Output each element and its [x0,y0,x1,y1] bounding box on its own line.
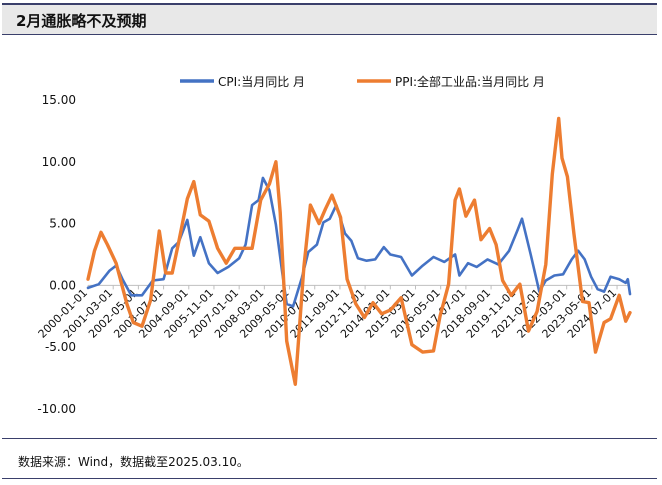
line-chart: CPI:当月同比 月 PPI:全部工业品:当月同比 月 15.00 10.00 5.… [36,74,632,416]
y-tick-label: -10.00 [37,402,76,416]
bottom-rule [2,478,657,479]
source-note: 数据来源：Wind，数据截至2025.03.10。 [18,455,249,469]
chart-area: CPI:当月同比 月 PPI:全部工业品:当月同比 月 15.00 10.00 5.… [2,35,657,439]
legend-label-cpi: CPI:当月同比 月 [218,75,305,89]
legend-label-ppi: PPI:全部工业品:当月同比 月 [395,74,545,89]
ppi-series-line [86,116,632,386]
y-tick-label: -5.00 [45,340,76,354]
cpi-series-line [86,176,632,308]
y-axis: 15.00 10.00 5.00 0.00 -5.00 -10.00 [37,93,76,416]
y-tick-label: 10.00 [42,155,76,169]
legend: CPI:当月同比 月 PPI:全部工业品:当月同比 月 [180,74,545,89]
chart-title: 2月通胀略不及预期 [16,12,147,30]
y-tick-label: 0.00 [49,278,76,292]
y-tick-label: 15.00 [42,93,76,107]
y-tick-label: 5.00 [49,217,76,231]
title-bar: 2月通胀略不及预期 [2,3,657,35]
series-lines [86,116,632,386]
